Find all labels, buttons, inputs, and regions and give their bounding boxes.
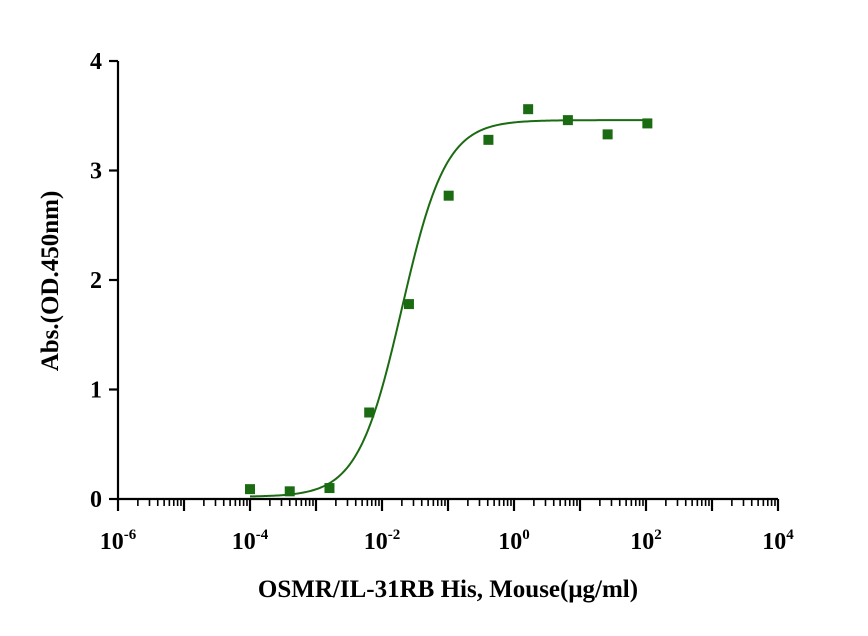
- data-point: [483, 134, 494, 145]
- data-point: [324, 483, 335, 494]
- plot-area: [245, 104, 653, 498]
- data-point: [602, 129, 613, 140]
- x-tick-label: 10-4: [232, 527, 269, 555]
- y-axis-title: Abs.(OD.450nm): [37, 191, 64, 372]
- y-tick-label: 0: [90, 487, 102, 513]
- data-point: [245, 484, 255, 495]
- data-point: [443, 190, 454, 201]
- data-point: [523, 104, 534, 115]
- data-point: [364, 407, 375, 418]
- data-point: [284, 486, 295, 497]
- y-tick-label: 2: [90, 268, 102, 294]
- x-tick-label: 102: [630, 527, 662, 555]
- y-tick-label: 4: [90, 49, 102, 75]
- x-tick-label: 104: [762, 527, 794, 555]
- data-point: [403, 299, 414, 310]
- axes: 0 1 2 3 4 10-6 10-4 10-2 100 102 104: [90, 49, 794, 555]
- y-tick-label: 1: [90, 378, 102, 404]
- x-axis-title: OSMR/IL-31RB His, Mouse(μg/ml): [258, 576, 638, 603]
- data-point: [562, 115, 573, 126]
- x-tick-label: 100: [498, 527, 530, 555]
- y-tick-label: 3: [90, 159, 102, 185]
- data-point: [642, 118, 653, 129]
- x-tick-label: 10-2: [364, 527, 401, 555]
- x-tick-label: 10-6: [100, 527, 137, 555]
- fit-curve: [249, 119, 648, 498]
